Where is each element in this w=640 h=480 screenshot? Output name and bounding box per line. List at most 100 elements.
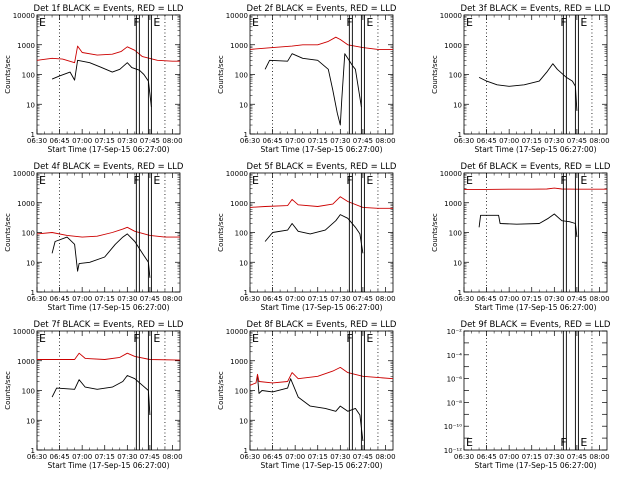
marker-e-left: E (252, 16, 259, 29)
marker-e-left: E (252, 332, 259, 345)
y-tick-label: 1000 (17, 42, 35, 50)
x-tick-label: 07:45 (140, 453, 160, 461)
marker-f: F (346, 332, 352, 345)
x-tick-label: 07:30 (117, 453, 137, 461)
y-tick-label: 1000 (230, 42, 248, 50)
marker-e-left: E (39, 174, 46, 187)
x-tick-label: 07:30 (544, 295, 564, 303)
x-tick-label: 07:00 (72, 453, 92, 461)
x-tick-label: 06:30 (27, 137, 47, 145)
y-tick-label: 10 (26, 417, 35, 425)
y-tick-label: 10000 (440, 170, 462, 178)
plot-frame (36, 14, 181, 135)
x-axis-label: Start Time (17-Sep-15 06:27:00) (48, 303, 170, 312)
y-tick-label: 1000 (444, 200, 462, 208)
marker-e-left: E (39, 332, 46, 345)
panel-title: Det 4f BLACK = Events, RED = LLD (34, 162, 184, 172)
y-tick-label: 100 (449, 72, 462, 80)
panel-det-4: Det 4f BLACK = Events, RED = LLD 1 10 100 10… (4, 162, 184, 312)
series-lld-line (37, 352, 181, 361)
y-axis-label: Counts/sec (217, 55, 225, 94)
panel-title: Det 9f BLACK = Events, RED = LLD (461, 320, 611, 330)
x-axis-label: Start Time (17-Sep-15 06:27:00) (475, 303, 597, 312)
y-tick-label: 10⁻¹² (444, 447, 462, 455)
x-tick-label: 07:30 (544, 453, 564, 461)
x-tick-label: 06:30 (27, 295, 47, 303)
marker-f: F (133, 174, 139, 187)
x-tick-label: 07:00 (72, 137, 92, 145)
y-tick-label: 10000 (226, 12, 248, 20)
x-tick-label: 08:00 (375, 295, 395, 303)
panel-det-1: Det 1f BLACK = Events, RED = LLD 1 10 100 10… (4, 4, 184, 154)
y-tick-label: 1 (31, 289, 35, 297)
panel-title: Det 1f BLACK = Events, RED = LLD (34, 4, 184, 14)
x-tick-label: 07:15 (95, 295, 115, 303)
x-tick-label: 07:00 (72, 295, 92, 303)
marker-f: F (346, 174, 352, 187)
marker-e-left: E (252, 174, 259, 187)
plot-frame (249, 14, 394, 135)
x-tick-label: 06:30 (454, 295, 474, 303)
x-tick-label: 07:00 (285, 295, 305, 303)
series-events-line (51, 59, 152, 108)
y-tick-label: 1 (31, 131, 35, 139)
x-tick-label: 06:45 (262, 295, 282, 303)
series-events-line (257, 376, 364, 442)
plot-frame (249, 330, 394, 451)
y-tick-label: 10⁻⁸ (447, 399, 463, 407)
y-tick-label: 1 (31, 447, 35, 455)
x-tick-label: 07:00 (285, 453, 305, 461)
x-axis-label: Start Time (17-Sep-15 06:27:00) (261, 303, 383, 312)
x-tick-label: 07:30 (117, 137, 137, 145)
panel-det-5: Det 5f BLACK = Events, RED = LLD 1 10 100 10… (217, 162, 397, 312)
x-tick-label: 06:30 (240, 295, 260, 303)
marker-e-right: E (366, 174, 373, 187)
y-axis-label: Counts/sec (431, 55, 439, 94)
y-tick-label: 1000 (17, 200, 35, 208)
x-tick-label: 07:30 (330, 295, 350, 303)
y-tick-label: 100 (235, 388, 248, 396)
x-tick-label: 06:45 (262, 137, 282, 145)
x-axis-label: Start Time (17-Sep-15 06:27:00) (261, 461, 383, 470)
plot-frame (463, 172, 608, 293)
x-tick-label: 06:30 (27, 453, 47, 461)
y-tick-label: 10 (453, 259, 462, 267)
panel-det-2: Det 2f BLACK = Events, RED = LLD 1 10 100 10… (217, 4, 397, 154)
y-tick-label: 10000 (226, 170, 248, 178)
y-tick-label: 1 (458, 131, 462, 139)
marker-e-right: E (580, 16, 587, 29)
x-tick-label: 07:30 (330, 453, 350, 461)
y-tick-label: 10⁻¹⁰ (444, 423, 462, 431)
plot-frame (249, 172, 394, 293)
marker-f: F (560, 174, 566, 187)
plot-frame (36, 172, 181, 293)
x-tick-label: 06:45 (49, 295, 69, 303)
y-tick-label: 1000 (17, 358, 35, 366)
series-events-line (264, 214, 364, 254)
y-axis-label: Counts/sec (431, 213, 439, 252)
x-tick-label: 08:00 (589, 137, 609, 145)
x-tick-label: 07:15 (308, 137, 328, 145)
series-lld-line (36, 45, 180, 64)
x-axis-label: Start Time (17-Sep-15 06:27:00) (48, 461, 170, 470)
x-tick-label: 08:00 (162, 295, 182, 303)
y-tick-label: 10⁻⁴ (447, 352, 463, 360)
marker-f: F (560, 436, 566, 449)
x-tick-label: 06:30 (240, 137, 260, 145)
marker-e-right: E (366, 332, 373, 345)
y-tick-label: 1000 (230, 200, 248, 208)
x-tick-label: 07:45 (140, 137, 160, 145)
marker-e-left: E (466, 436, 473, 449)
y-tick-label: 1000 (230, 358, 248, 366)
x-tick-label: 07:00 (499, 295, 519, 303)
y-tick-label: 1 (244, 289, 248, 297)
y-tick-label: 10000 (13, 12, 35, 20)
x-tick-label: 06:45 (49, 137, 69, 145)
panel-det-6: Det 6f BLACK = Events, RED = LLD 1 10 100 10… (431, 162, 611, 312)
x-axis-label: Start Time (17-Sep-15 06:27:00) (475, 145, 597, 154)
y-tick-label: 10 (26, 101, 35, 109)
x-tick-label: 07:45 (353, 137, 373, 145)
x-tick-label: 07:15 (95, 137, 115, 145)
x-tick-label: 07:00 (499, 137, 519, 145)
x-tick-label: 06:45 (476, 137, 496, 145)
